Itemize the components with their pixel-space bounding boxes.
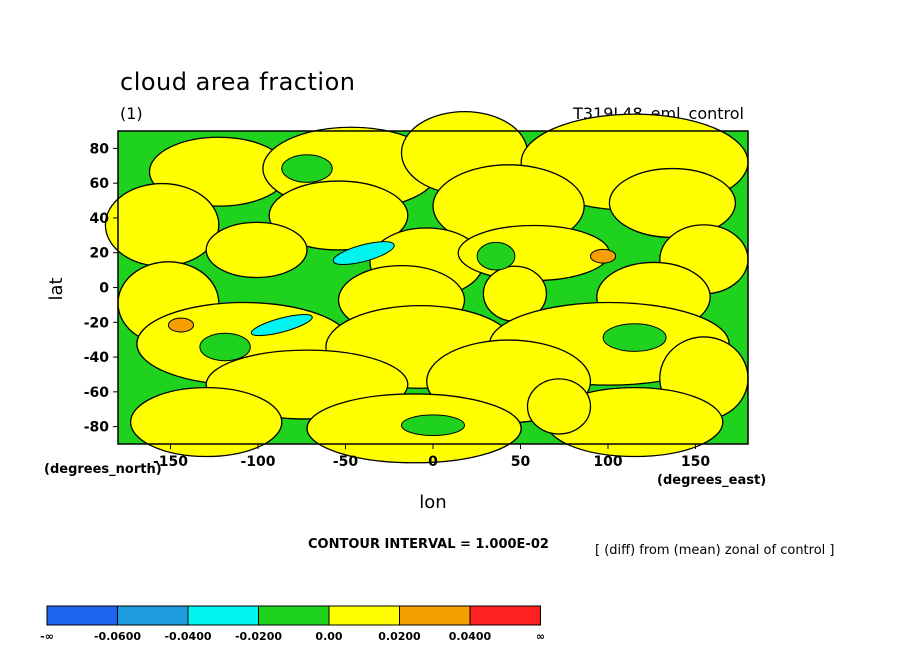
y-tick-label: -80 [84,420,110,436]
negative-anomaly-region [281,154,333,183]
strong-positive-region [590,248,617,264]
colorbar-label: -0.0400 [164,630,211,643]
y-axis-ticks: 80 60 40 20 0 -20 -40 -60 -80 [84,141,118,436]
strong-positive-region [167,317,195,333]
y-tick-label: 20 [90,246,110,262]
positive-anomaly-region [104,182,220,267]
strong-negative-region [332,241,395,265]
chart-title: cloud area fraction [120,68,355,96]
x-tick-label: 150 [681,454,710,470]
y-axis-units: (degrees_north) [44,462,162,477]
diff-note: [ (diff) from (mean) zonal of control ] [595,543,834,558]
positive-anomaly-region [526,378,592,435]
colorbar-label: 0.00 [315,630,342,643]
y-tick-label: -60 [84,385,110,401]
x-tick-label: -50 [333,454,359,470]
plot-area [104,110,749,464]
strong-negative-region [250,314,313,337]
negative-anomaly-region [476,241,516,271]
colorbar-swatch [399,605,471,626]
negative-anomaly-region [199,332,251,362]
colorbar-swatch [117,605,189,626]
colorbar-label: 0.0200 [378,630,421,643]
colorbar-swatch [187,605,259,626]
x-tick-label: 0 [428,454,438,470]
positive-anomaly-region [268,180,409,251]
x-axis-label: lon [419,492,446,513]
x-tick-label: 100 [593,454,622,470]
colorbar-label: 0.0400 [449,630,492,643]
x-tick-label: 50 [511,454,531,470]
y-tick-label: 0 [99,281,109,297]
contour-interval-text: CONTOUR INTERVAL = 1.000E-02 [308,537,549,552]
x-tick-label: -100 [240,454,275,470]
y-tick-label: 40 [90,211,110,227]
x-axis-ticks: -150 -100 -50 0 50 100 150 [153,444,710,470]
y-tick-label: -40 [84,350,110,366]
chart-subtitle-left: (1) [120,104,143,123]
colorbar: -∞ -0.0600 -0.0400 -0.0200 0.00 0.0200 0.0400 ∞ [40,605,545,643]
colorbar-swatch [46,605,118,626]
x-axis-units: (degrees_east) [657,473,766,488]
negative-anomaly-region [602,323,667,352]
negative-anomaly-region [401,414,465,437]
colorbar-swatch [469,605,541,626]
y-axis-label: lat [46,277,67,300]
colorbar-label: -0.0200 [235,630,282,643]
y-tick-label: 60 [90,176,110,192]
x-tick-label: -150 [153,454,188,470]
colorbar-label: ∞ [536,630,545,643]
colorbar-label: -0.0600 [94,630,141,643]
positive-anomaly-region [129,387,283,458]
y-tick-label: 80 [90,141,110,157]
colorbar-label: -∞ [40,630,54,643]
positive-anomaly-region [205,221,308,279]
y-tick-label: -20 [84,315,110,331]
colorbar-swatch [258,605,330,626]
colorbar-swatch [328,605,400,626]
